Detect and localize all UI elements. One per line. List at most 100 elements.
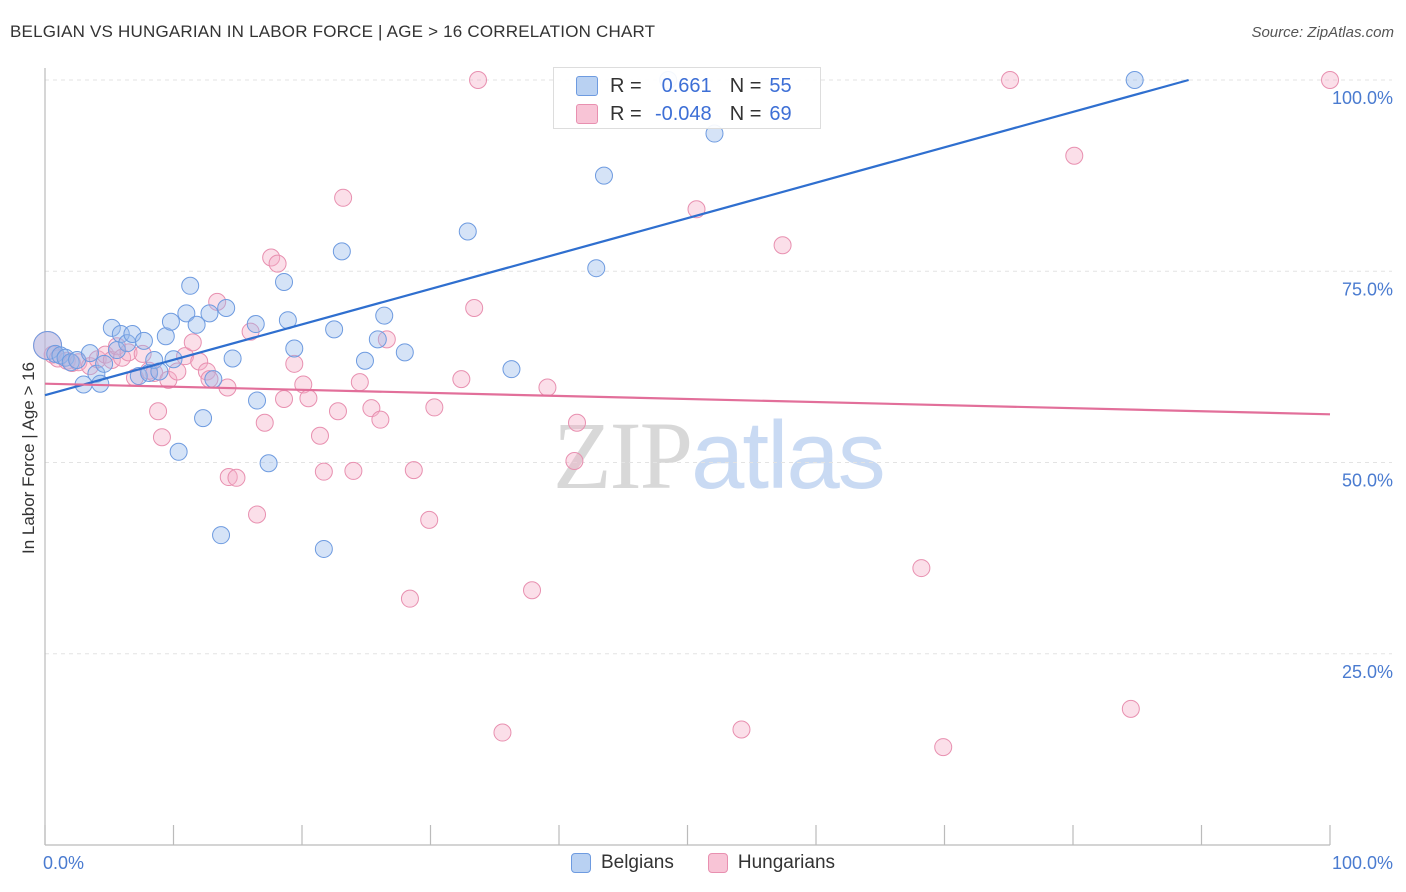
axis-labels: 25.0% 50.0% 75.0% 100.0% 0.0% 100.0% In Labor …: [19, 88, 1393, 873]
hungarian-point: [328, 402, 347, 421]
belgian-point: [33, 330, 63, 360]
belgian-point: [134, 331, 153, 350]
belgian-point: [187, 315, 206, 334]
hungarian-point: [912, 559, 931, 578]
belgian-point: [275, 272, 294, 291]
n-label: N =: [729, 74, 762, 97]
belgian-point: [246, 315, 265, 334]
y-tick-label: 50.0%: [1342, 471, 1393, 491]
hungarian-point: [567, 413, 586, 432]
belgian-point: [375, 306, 394, 325]
hungarians-points: [33, 71, 1339, 757]
stats-row-hungarians: R = -0.048 N = 69: [576, 100, 792, 128]
belgian-point: [123, 324, 142, 343]
hungarian-point: [523, 581, 542, 600]
hungarian-point: [420, 510, 439, 529]
hungarians-swatch: [576, 104, 598, 124]
hungarian-point: [538, 378, 557, 397]
belgian-point: [458, 222, 477, 241]
belgian-point: [314, 539, 333, 558]
hungarians-n-value: 69: [769, 102, 792, 125]
belgians-r-value: 0.661: [661, 74, 712, 97]
belgian-point: [248, 391, 267, 410]
belgian-point: [325, 320, 344, 339]
r-label: R =: [610, 74, 642, 97]
stats-row-belgians: R = 0.661 N = 55: [576, 72, 792, 100]
trend-lines: [44, 78, 1331, 416]
hungarian-point: [371, 410, 390, 429]
series-legend: Belgians Hungarians: [0, 852, 1406, 874]
axes: [44, 68, 1331, 846]
belgian-point: [194, 409, 213, 428]
hungarian-point: [465, 298, 484, 317]
hungarian-point: [299, 389, 318, 408]
y-axis-title: In Labor Force | Age > 16: [19, 362, 38, 554]
legend-label-hungarians: Hungarians: [737, 852, 836, 873]
hungarian-point: [107, 337, 126, 356]
hungarian-point: [934, 738, 953, 757]
hungarian-point: [227, 468, 246, 487]
belgian-point: [594, 166, 613, 185]
belgian-point: [217, 298, 236, 317]
hungarian-point: [149, 402, 168, 421]
x-tick-label: 0.0%: [43, 853, 84, 873]
hungarians-trend-line: [44, 382, 1331, 416]
belgian-point: [80, 344, 99, 363]
belgian-point: [355, 351, 374, 370]
hungarian-point: [285, 354, 304, 373]
belgian-point: [285, 339, 304, 358]
y-tick-label: 75.0%: [1342, 279, 1393, 299]
hungarian-point: [219, 468, 238, 487]
belgian-point: [502, 360, 521, 379]
stats-legend: R = 0.661 N = 55 R = -0.048 N = 69: [553, 67, 821, 129]
hungarians-r-value: -0.048: [654, 102, 712, 125]
belgians-trend-line: [44, 78, 1189, 397]
x-tick-label: 100.0%: [1332, 853, 1393, 873]
hungarian-point: [255, 413, 274, 432]
hungarian-point: [344, 461, 363, 480]
hungarian-point: [452, 370, 471, 389]
belgian-point: [102, 318, 121, 337]
belgian-point: [177, 304, 196, 323]
hungarian-point: [469, 71, 488, 89]
hungarian-point: [119, 343, 138, 362]
hungarian-point: [404, 461, 423, 480]
belgian-point: [223, 349, 242, 368]
legend-item-hungarians[interactable]: Hungarians: [707, 852, 836, 874]
hungarian-point: [565, 451, 584, 470]
hungarians-legend-swatch: [707, 853, 728, 873]
belgians-points: [33, 71, 1144, 558]
hungarian-point: [275, 390, 294, 409]
belgian-point: [395, 343, 414, 362]
r-label: R =: [610, 102, 642, 125]
hungarian-point: [133, 344, 152, 363]
hungarian-point: [1001, 71, 1020, 89]
legend-item-belgians[interactable]: Belgians: [570, 852, 674, 874]
belgian-point: [212, 526, 231, 545]
hungarian-point: [268, 254, 287, 273]
hungarian-point: [493, 723, 512, 742]
hungarian-point: [183, 333, 202, 352]
belgian-point: [181, 276, 200, 295]
hungarian-point: [152, 428, 171, 447]
hungarian-point: [350, 373, 369, 392]
hungarian-point: [1321, 71, 1339, 89]
belgian-point: [156, 327, 175, 346]
hungarian-point: [773, 236, 792, 255]
belgian-point: [587, 259, 606, 278]
grid-lines: [45, 79, 1392, 655]
hungarian-point: [314, 462, 333, 481]
belgians-n-value: 55: [769, 74, 792, 97]
hungarian-point: [168, 362, 187, 381]
belgian-point: [161, 312, 180, 331]
n-label: N =: [729, 102, 762, 125]
chart-title: BELGIAN VS HUNGARIAN IN LABOR FORCE | AG…: [10, 22, 656, 41]
hungarian-point: [310, 426, 329, 445]
belgian-point: [332, 242, 351, 261]
belgian-point: [1125, 71, 1144, 89]
source-label: Source: ZipAtlas.com: [1251, 24, 1394, 41]
y-tick-label: 25.0%: [1342, 662, 1393, 682]
hungarian-point: [425, 398, 444, 417]
legend-label-belgians: Belgians: [600, 852, 674, 873]
